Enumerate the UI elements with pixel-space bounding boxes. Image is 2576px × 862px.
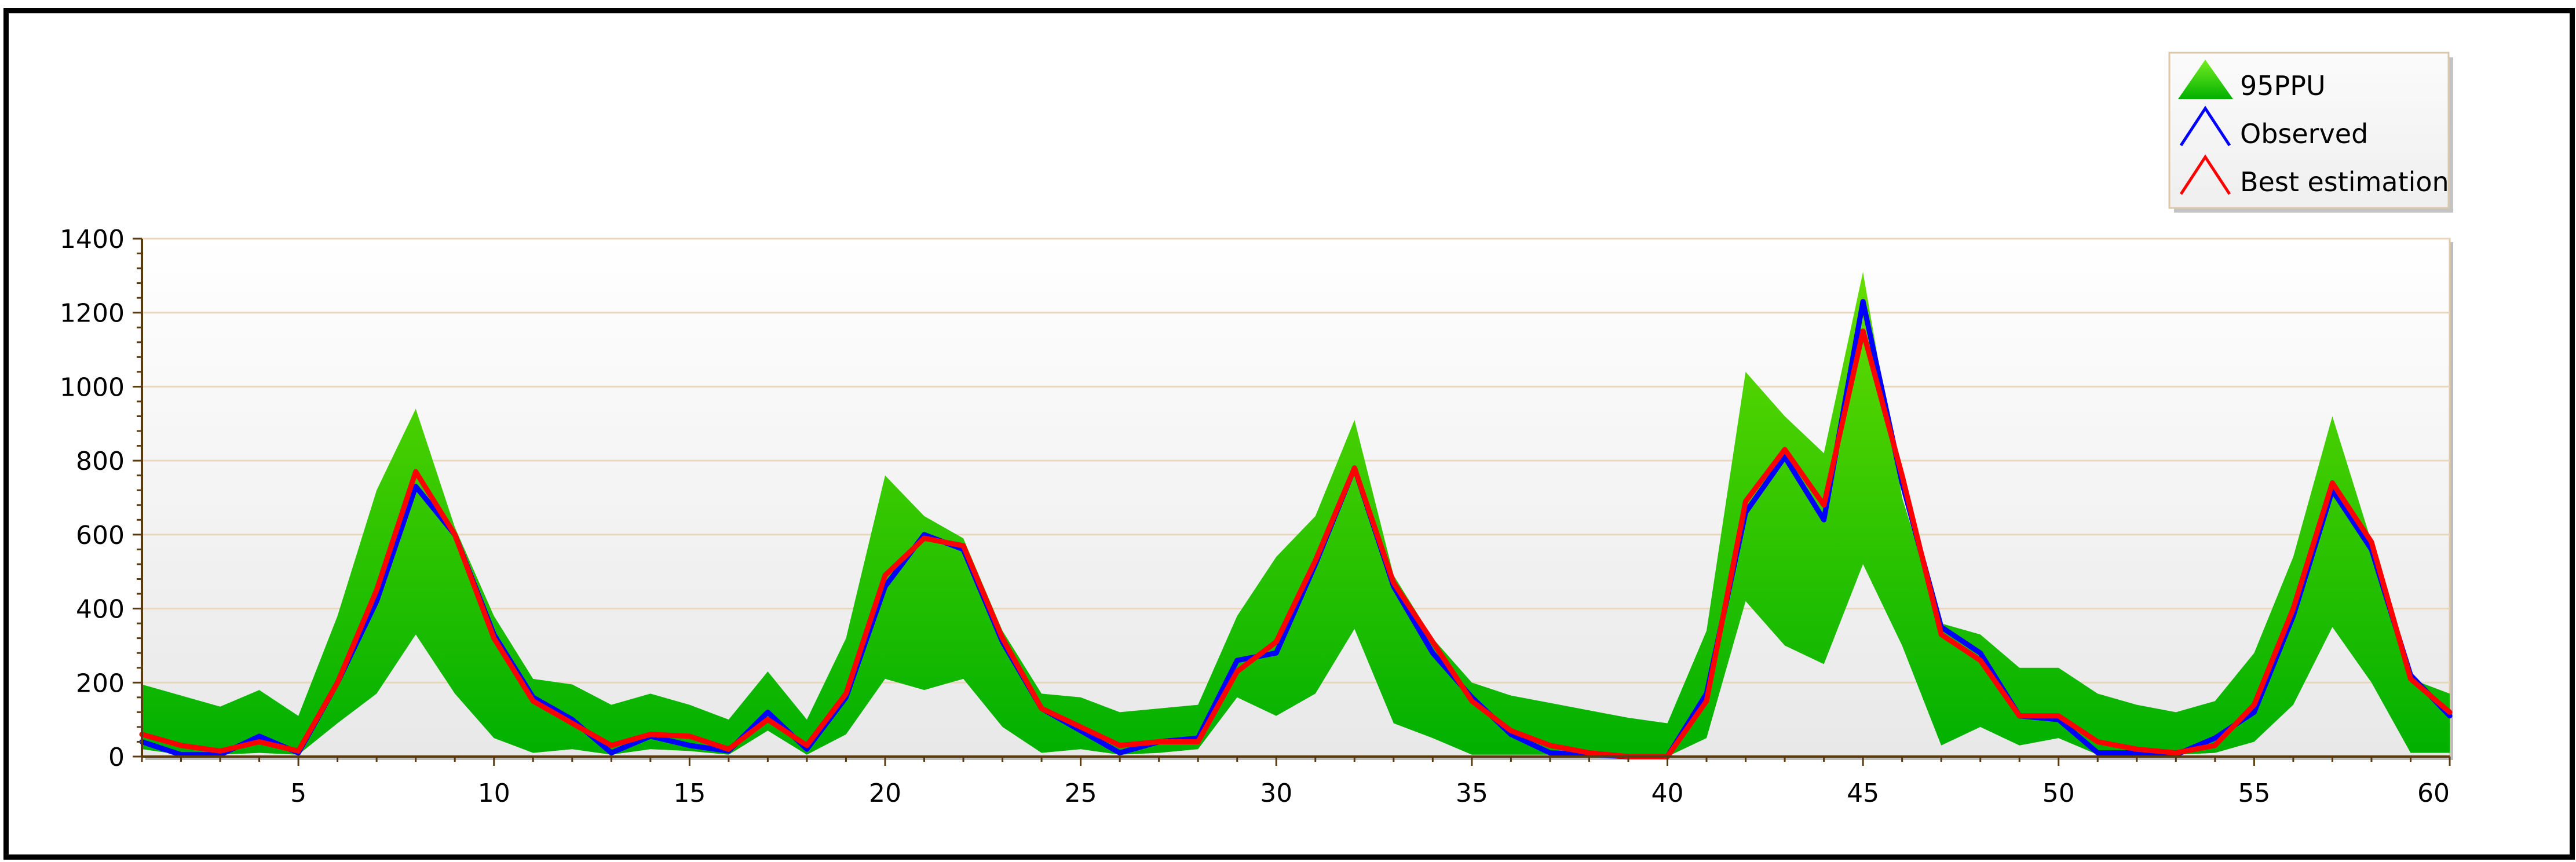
y-tick-label: 1200 [60,299,125,328]
95ppu-band [142,272,2450,757]
best-estimation-line [139,328,2453,759]
legend-best-estimation-label: Best estimation [2240,166,2449,198]
x-tick-label: 55 [2238,779,2270,808]
legend-item-observed: Observed [2179,105,2368,149]
x-tick-label: 50 [2042,779,2075,808]
y-tick-label: 800 [76,447,125,476]
axes: 0 200 400 600 800 1000 1200 1400 5 10 15 20 25 30 35 40… [60,225,2451,808]
y-tick-label: 400 [76,595,125,624]
legend-item-best-estimation: Best estimation [2179,154,2449,198]
y-tick-label: 1400 [60,225,125,254]
y-tick-label: 0 [108,743,125,772]
x-tick-label: 35 [1456,779,1488,808]
y-tick-label: 1000 [60,372,125,402]
legend-95ppu-label: 95PPU [2240,70,2326,101]
x-tick-label: 40 [1651,779,1683,808]
y-tick-label: 600 [76,521,125,550]
y-tick-label: 200 [76,669,125,698]
legend-95ppu-swatch [2178,60,2233,99]
legend: 95PPU Observed Best estimation [2168,52,2453,213]
x-tick-label: 45 [1847,779,1879,808]
x-tick-label: 30 [1260,779,1292,808]
x-tick-label: 20 [869,779,901,808]
legend-best-estimation-swatch [2179,154,2231,195]
chart: 0 200 400 600 800 1000 1200 1400 5 10 15 20 25 30 35 40… [60,52,2453,808]
legend-observed-swatch [2179,105,2231,147]
grid-lines [142,238,2450,684]
legend-observed-label: Observed [2240,118,2368,149]
x-tick-label: 5 [290,779,306,808]
legend-item-95ppu: 95PPU [2178,60,2326,101]
x-tick-label: 60 [2417,779,2450,808]
x-tick-label: 10 [478,779,510,808]
x-tick-label: 15 [673,779,706,808]
x-tick-label: 25 [1065,779,1097,808]
chart-frame: 0 200 400 600 800 1000 1200 1400 5 10 15 20 25 30 35 40… [3,8,2575,860]
